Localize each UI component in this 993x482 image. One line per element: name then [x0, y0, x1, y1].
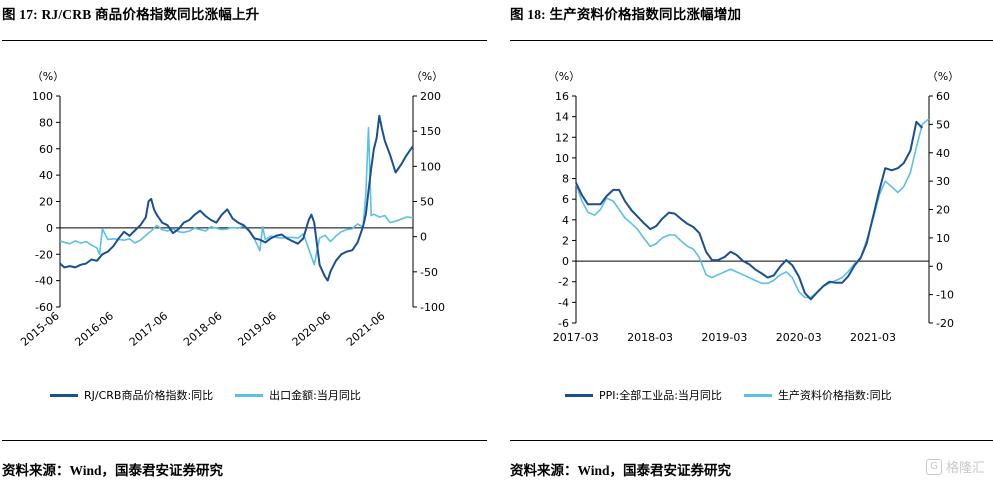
legend-label: PPI:全部工业品:当月同比: [599, 389, 722, 402]
y-tick-label-left: -6: [558, 317, 569, 330]
legend-swatch-dark: [565, 393, 593, 397]
y-tick-label-left: 20: [39, 196, 53, 209]
y-tick-label-right: -20: [936, 317, 954, 330]
source-rule: [2, 440, 487, 441]
legend-item-producer: 生产资料价格指数:同比: [743, 387, 892, 403]
legend-label: 生产资料价格指数:同比: [777, 389, 892, 402]
chart-legend: RJ/CRB商品价格指数:同比 出口金额:当月同比: [50, 387, 383, 403]
x-tick-label: 2021-03: [850, 331, 896, 344]
source-note: 资料来源：Wind，国泰君安证券研究: [2, 463, 224, 478]
x-tick-label: 2020-06: [290, 309, 334, 349]
legend-swatch-light: [743, 393, 772, 397]
y-tick-label-left: 14: [555, 111, 569, 124]
y-tick-label-left: 4: [562, 214, 569, 227]
legend-label: 出口金额:当月同比: [269, 389, 361, 402]
chart-legend: PPI:全部工业品:当月同比 生产资料价格指数:同比: [565, 387, 914, 403]
source-rule: [510, 440, 993, 441]
x-tick-label: 2020-03: [776, 331, 822, 344]
y-tick-label-left: 16: [555, 90, 569, 103]
gelonghui-logo-icon: G: [925, 458, 942, 475]
y-tick-label-left: 40: [39, 169, 53, 182]
legend-item-rjcrb: RJ/CRB商品价格指数:同比: [50, 387, 213, 403]
y-tick-label-right: 50: [420, 196, 434, 209]
x-tick-label: 2015-06: [18, 309, 62, 349]
legend-item-ppi: PPI:全部工业品:当月同比: [565, 387, 722, 403]
y-tick-label-left: 8: [562, 173, 569, 186]
y-tick-label-right: 50: [936, 118, 950, 131]
watermark-text: 格隆汇: [945, 461, 985, 476]
series-line-light: [59, 126, 414, 266]
y-tick-label-left: -20: [35, 248, 53, 261]
y-tick-label-left: 6: [562, 193, 569, 206]
x-tick-label: 2016-06: [72, 309, 116, 349]
y-tick-label-left: 10: [555, 152, 569, 165]
y-tick-label-left: 0: [46, 222, 53, 235]
y-tick-label-left: -60: [35, 301, 53, 314]
y-unit-left: （%）: [32, 70, 64, 83]
legend-swatch-dark: [50, 393, 78, 397]
y-tick-label-left: 80: [39, 116, 53, 129]
series-line-dark: [59, 114, 414, 282]
y-tick-label-right: 10: [936, 232, 950, 245]
legend-swatch-light: [235, 393, 264, 397]
y-tick-label-left: 0: [562, 255, 569, 268]
x-tick-label: 2018-06: [181, 309, 225, 349]
x-tick-label: 2019-03: [701, 331, 747, 344]
figure-panel-right: 图 18: 生产资料价格指数同比涨幅增加 （%） （%） 16 14 12 10 8 6 4 2 0…: [510, 0, 993, 482]
title-rule: [510, 40, 993, 41]
y-tick-label-right: 40: [936, 147, 950, 160]
series-line-dark: [575, 120, 924, 301]
legend-item-exports: 出口金额:当月同比: [235, 387, 361, 403]
source-note: 资料来源：Wind，国泰君安证券研究: [510, 463, 732, 478]
y-tick-label-left: 100: [32, 90, 53, 103]
x-tick-label: 2017-06: [127, 309, 171, 349]
figure-panel-left: 图 17: RJ/CRB 商品价格指数同比涨幅上升 （%） （%） 100 80 60 4…: [2, 0, 487, 482]
y-tick-label-right: 200: [420, 90, 441, 103]
title-rule: [2, 40, 487, 41]
y-unit-right: （%）: [411, 70, 443, 83]
y-tick-label-right: 150: [420, 125, 441, 138]
y-tick-label-right: 0: [936, 260, 943, 273]
y-unit-left: （%）: [548, 70, 580, 83]
y-tick-label-right: -10: [936, 289, 954, 302]
chart-producer-prices: （%） （%）1614121086420-2-4-66050403020100-1…: [548, 70, 959, 344]
y-tick-label-right: 20: [936, 204, 950, 217]
y-tick-label-right: 100: [420, 160, 441, 173]
y-tick-label-left: -2: [558, 276, 569, 289]
y-tick-label-left: -4: [558, 296, 569, 309]
y-tick-label-left: 60: [39, 143, 53, 156]
y-tick-label-right: 30: [936, 175, 950, 188]
watermark: G 格隆汇: [925, 457, 985, 476]
y-tick-label-right: 0: [420, 231, 427, 244]
y-tick-label-right: -50: [420, 266, 438, 279]
x-tick-label: 2021-06: [344, 309, 388, 349]
y-tick-label-left: -40: [35, 275, 53, 288]
x-tick-label: 2018-03: [627, 331, 673, 344]
y-tick-label-left: 12: [555, 131, 569, 144]
y-tick-label-right: -100: [420, 301, 445, 314]
figure-title: 图 18: 生产资料价格指数同比涨幅增加: [510, 7, 742, 22]
y-unit-right: （%）: [927, 70, 959, 83]
y-tick-label-right: 60: [936, 90, 950, 103]
chart-rjcrb: （%） （%）100806040200-20-40-60200150100500-…: [18, 70, 445, 349]
figure-title: 图 17: RJ/CRB 商品价格指数同比涨幅上升: [2, 7, 260, 22]
y-tick-label-left: 2: [562, 234, 569, 247]
x-tick-label: 2019-06: [235, 309, 279, 349]
x-tick-label: 2017-03: [553, 331, 599, 344]
legend-label: RJ/CRB商品价格指数:同比: [84, 389, 214, 402]
